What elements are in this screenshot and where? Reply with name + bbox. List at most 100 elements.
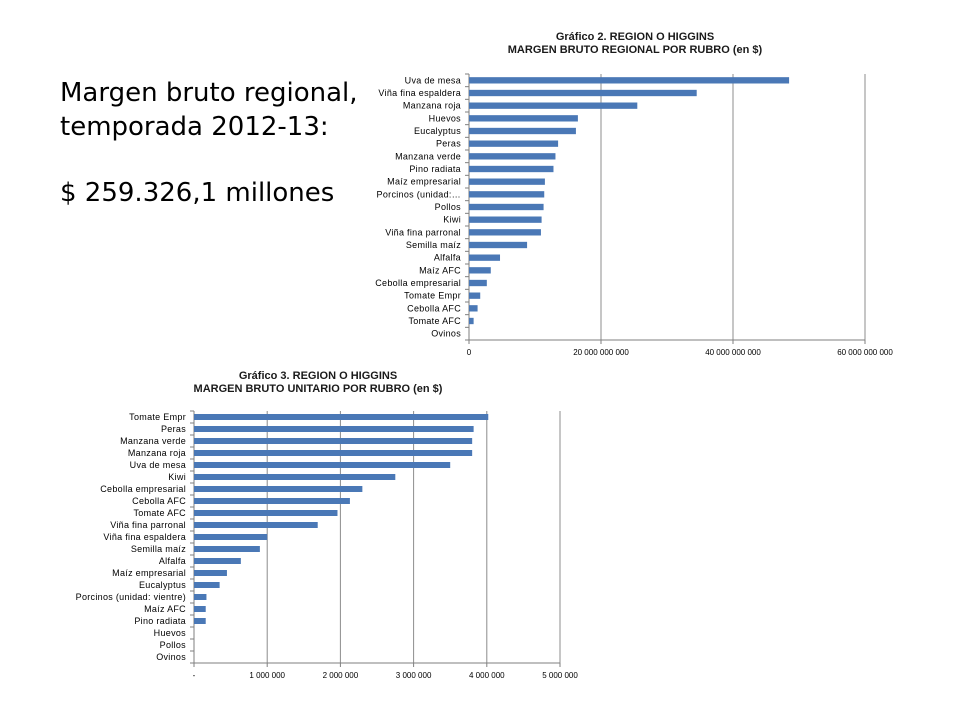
bar: [194, 474, 396, 480]
bar: [469, 216, 542, 223]
category-label: Pino radiata: [409, 164, 461, 174]
chart-title: Gráfico 2. REGION O HIGGINS: [556, 31, 714, 43]
bar: [469, 178, 545, 185]
summary-line-2: temporada 2012-13:: [60, 112, 329, 142]
bar: [194, 414, 489, 420]
category-label: Tomate AFC: [408, 316, 461, 326]
bar: [469, 191, 545, 198]
x-tick-label: 0: [467, 348, 472, 357]
category-label: Porcinos (unidad: vientre): [76, 592, 186, 602]
bar: [469, 305, 478, 312]
bar: [194, 582, 220, 588]
x-tick-label: 20 000 000 000: [573, 348, 629, 357]
category-label: Eucalyptus: [139, 580, 186, 590]
bar: [194, 450, 473, 456]
category-label: Semilla maíz: [406, 240, 461, 250]
bar: [194, 534, 268, 540]
bar: [194, 426, 474, 432]
chart-subtitle: MARGEN BRUTO UNITARIO POR RUBRO (en $): [194, 383, 443, 395]
category-label: Tomate Empr: [129, 412, 186, 422]
category-label: Tomate AFC: [133, 508, 186, 518]
bar: [469, 229, 541, 236]
bar: [469, 127, 576, 135]
chart-title: Gráfico 3. REGION O HIGGINS: [239, 370, 397, 382]
category-label: Alfalfa: [159, 556, 186, 566]
category-label: Peras: [161, 424, 186, 434]
bar: [469, 115, 578, 122]
category-label: Uva de mesa: [405, 75, 461, 85]
bar: [194, 594, 207, 600]
bar: [194, 606, 206, 612]
bar: [194, 462, 451, 468]
category-label: Cebolla AFC: [132, 496, 186, 506]
bar: [194, 486, 363, 492]
bar: [469, 102, 638, 109]
category-label: Maíz AFC: [419, 265, 461, 275]
summary-total-value: $ 259.326,1 millones: [60, 178, 335, 208]
category-label: Manzana roja: [128, 448, 186, 458]
bar: [194, 498, 350, 504]
category-label: Peras: [436, 139, 461, 149]
bar: [194, 558, 241, 564]
category-label: Maíz empresarial: [387, 177, 461, 187]
x-tick-label: -: [193, 671, 196, 680]
category-label: Cebolla AFC: [407, 303, 461, 313]
bar: [469, 254, 501, 261]
bar: [469, 279, 487, 287]
category-label: Ovinos: [156, 652, 186, 662]
bar: [194, 570, 227, 576]
bar: [194, 618, 206, 624]
bar: [469, 153, 556, 160]
x-tick-label: 2 000 000: [323, 671, 359, 680]
bar: [469, 241, 528, 249]
bar: [469, 77, 790, 84]
slide-summary-text: Margen bruto regional, temporada 2012-13…: [60, 76, 380, 210]
x-tick-label: 1 000 000: [249, 671, 285, 680]
category-label: Tomate Empr: [404, 291, 461, 301]
category-label: Huevos: [429, 113, 462, 123]
category-label: Manzana verde: [395, 151, 461, 161]
x-tick-label: 40 000 000 000: [705, 348, 761, 357]
bar: [194, 546, 260, 552]
bar: [194, 510, 338, 516]
category-label: Maíz empresarial: [112, 568, 186, 578]
chart-subtitle: MARGEN BRUTO REGIONAL POR RUBRO (en $): [508, 44, 763, 56]
bar: [469, 267, 491, 274]
bar: [469, 140, 559, 147]
category-label: Pino radiata: [134, 616, 186, 626]
category-label: Pollos: [160, 640, 187, 650]
bar: [469, 203, 544, 211]
x-tick-label: 3 000 000: [396, 671, 432, 680]
category-label: Cebolla empresarial: [375, 278, 461, 288]
category-label: Alfalfa: [434, 253, 461, 263]
category-label: Semilla maíz: [131, 544, 186, 554]
category-label: Kiwi: [443, 215, 461, 225]
category-label: Viña fina espaldera: [378, 88, 461, 98]
category-label: Manzana verde: [120, 436, 186, 446]
category-label: Pollos: [435, 202, 462, 212]
bar: [469, 89, 697, 97]
summary-line-1: Margen bruto regional,: [60, 78, 358, 108]
category-label: Porcinos (unidad:…: [377, 189, 461, 199]
category-label: Ovinos: [431, 329, 461, 339]
bar: [194, 522, 318, 528]
x-tick-label: 60 000 000 000: [837, 348, 893, 357]
category-label: Viña fina parronal: [385, 227, 461, 237]
bar: [194, 438, 473, 444]
bar: [469, 165, 554, 173]
x-tick-label: 4 000 000: [469, 671, 505, 680]
category-label: Cebolla empresarial: [100, 484, 186, 494]
category-label: Viña fina parronal: [110, 520, 186, 530]
x-tick-label: 5 000 000: [542, 671, 578, 680]
category-label: Huevos: [154, 628, 187, 638]
bar: [469, 317, 474, 325]
category-label: Uva de mesa: [130, 460, 186, 470]
category-label: Kiwi: [168, 472, 186, 482]
category-label: Viña fina espaldera: [103, 532, 186, 542]
bar: [469, 292, 481, 299]
category-label: Maíz AFC: [144, 604, 186, 614]
category-label: Eucalyptus: [414, 126, 461, 136]
category-label: Manzana roja: [403, 101, 461, 111]
